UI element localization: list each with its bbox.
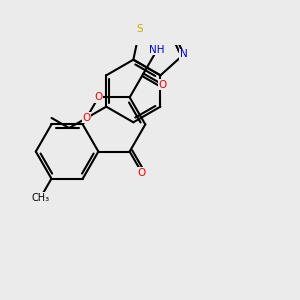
Text: N: N — [180, 50, 188, 59]
Text: O: O — [159, 80, 167, 90]
Text: NH: NH — [149, 45, 165, 55]
Text: O: O — [138, 168, 146, 178]
Text: O: O — [82, 113, 91, 123]
Text: O: O — [94, 92, 103, 102]
Text: S: S — [136, 24, 143, 34]
Text: CH₃: CH₃ — [32, 193, 50, 202]
